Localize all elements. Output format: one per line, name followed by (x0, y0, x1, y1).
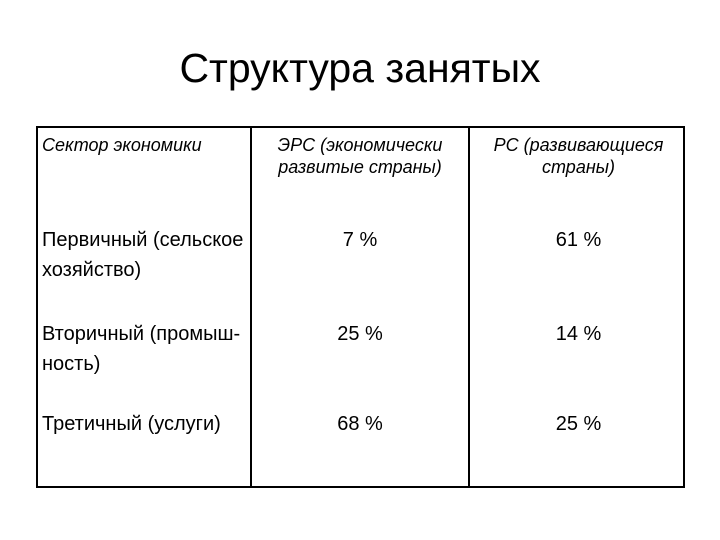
ers-value-cell: 25 % (251, 319, 470, 407)
table-header-row: Сектор экономики ЭРС (экономически разви… (38, 128, 687, 221)
header-rs: РС (развивающиеся страны) (493, 135, 664, 177)
sector-cell: Первичный (сельское хозяйство) (38, 221, 252, 319)
ers-value-cell: 7 % (251, 221, 470, 319)
rs-value-cell: 25 % (555, 413, 602, 435)
table-row: Вторичный (промыш-ность) 25 % 14 % (38, 319, 687, 407)
rs-value-cell: 14 % (555, 323, 602, 345)
data-table: Сектор экономики ЭРС (экономически разви… (38, 128, 687, 486)
employment-structure-table: Сектор экономики ЭРС (экономически разви… (36, 126, 685, 488)
table-row: Третичный (услуги) 68 % 25 % (38, 407, 687, 486)
sector-cell: Третичный (услуги) (38, 407, 252, 486)
header-sector: Сектор экономики (38, 128, 252, 221)
table-row: Первичный (сельское хозяйство) 7 % 61 % (38, 221, 687, 319)
rs-value-cell: 61 % (555, 229, 602, 251)
sector-cell: Вторичный (промыш-ность) (38, 319, 252, 407)
slide-title: Структура занятых (179, 45, 541, 91)
ers-value-cell: 68 % (251, 407, 470, 486)
header-ers: ЭРС (экономически развитые страны) (251, 128, 470, 221)
